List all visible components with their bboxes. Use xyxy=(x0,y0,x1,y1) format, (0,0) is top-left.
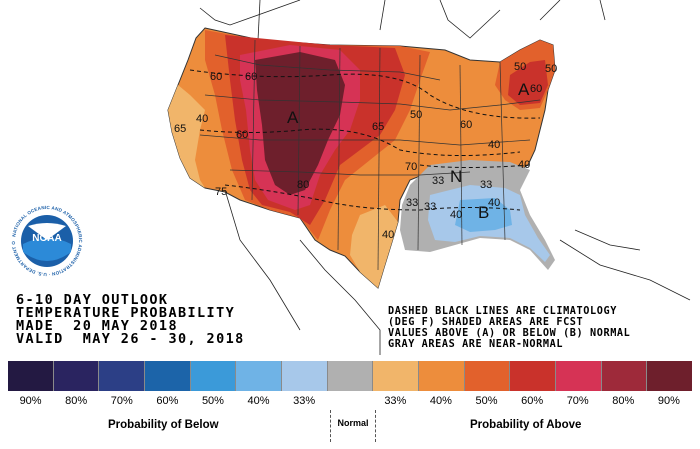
contour-label: 40 xyxy=(196,113,208,125)
colorbar-label: 50% xyxy=(475,395,498,407)
legend-note: DASHED BLACK LINES ARE CLIMATOLOGY (DEG F… xyxy=(388,306,630,350)
colorbar-swatch xyxy=(236,361,283,391)
noaa-logo-text: NOAA xyxy=(32,233,61,244)
colorbar-swatch xyxy=(190,361,237,391)
colorbar-label: 90% xyxy=(657,395,680,407)
near-normal-marker: N xyxy=(450,167,462,186)
colorbar-label: 60% xyxy=(521,395,544,407)
contour-label: 40 xyxy=(450,209,462,221)
contour-label: 65 xyxy=(174,123,186,135)
contour-label: 75 xyxy=(215,186,227,198)
region-above-90 xyxy=(255,52,345,195)
outlook-letters: A A N B xyxy=(287,80,530,222)
colorbar-label: 40% xyxy=(429,395,452,407)
above-marker-east: A xyxy=(518,80,530,99)
contour-label: 70 xyxy=(405,161,417,173)
contour-label: 40 xyxy=(488,139,500,151)
colorbar-label: 40% xyxy=(247,395,270,407)
below-marker: B xyxy=(478,203,489,222)
caption-probability-above: Probability of Above xyxy=(470,419,582,431)
contour-label: 50 xyxy=(514,61,526,73)
probability-colorbar xyxy=(8,361,693,391)
legend-note-line: GRAY AREAS ARE NEAR-NORMAL xyxy=(388,339,564,350)
colorbar-label: 90% xyxy=(19,395,42,407)
colorbar-swatch xyxy=(647,361,693,391)
title-line: MADE 20 MAY 2018 xyxy=(16,318,178,334)
colorbar-swatch xyxy=(510,361,557,391)
contour-label: 65 xyxy=(372,121,384,133)
colorbar-swatch xyxy=(601,361,648,391)
border-lines xyxy=(199,0,691,355)
probability-labels-row: 90% 80% 70% 60% 50% 40% 33% 33% 40% 50% 60% 70% 80% 9… xyxy=(8,395,692,411)
colorbar-label: 33% xyxy=(384,395,407,407)
colorbar-label: 80% xyxy=(65,395,88,407)
contour-label: 60 xyxy=(460,119,472,131)
region-below-40 xyxy=(455,198,512,232)
colorbar-label: 70% xyxy=(566,395,589,407)
above-marker: A xyxy=(287,108,299,127)
region-above-70-east xyxy=(508,60,548,105)
us-map-svg: 60 60 60 40 65 75 80 65 50 70 60 40 50 4… xyxy=(167,0,691,355)
normal-divider-right xyxy=(375,410,376,442)
noaa-logo-icon: NATIONAL OCEANIC AND ATMOSPHERIC ADMINIS… xyxy=(6,200,87,281)
colorbar-swatch xyxy=(8,361,54,391)
colorbar-label: 50% xyxy=(201,395,224,407)
legend-note-line: DASHED BLACK LINES ARE CLIMATOLOGY xyxy=(388,306,617,317)
title-line: TEMPERATURE PROBABILITY xyxy=(16,305,236,321)
colorbar-swatch xyxy=(556,361,602,391)
region-above-40-gulf xyxy=(350,205,398,288)
colorbar-swatch xyxy=(419,361,465,391)
contour-label-group: 60 60 60 40 65 75 80 65 50 70 60 40 50 4… xyxy=(174,61,557,241)
colorbar-swatch xyxy=(99,361,146,391)
contour-label: 33 xyxy=(480,179,492,191)
contour-label: 40 xyxy=(518,159,530,171)
contour-label: 40 xyxy=(382,229,394,241)
climatology-contours xyxy=(189,69,541,211)
colorbar-swatch xyxy=(373,361,420,391)
contour-label: 33 xyxy=(406,197,418,209)
colorbar-swatch xyxy=(464,361,511,391)
outlook-map: 60 60 60 40 65 75 80 65 50 70 60 40 50 4… xyxy=(6,0,691,355)
contour-label: 33 xyxy=(432,175,444,187)
colorbar-swatch xyxy=(53,361,100,391)
caption-probability-below: Probability of Below xyxy=(108,419,219,431)
contour-label: 33 xyxy=(424,201,436,213)
contour-label: 60 xyxy=(210,71,222,83)
contour-label: 80 xyxy=(297,179,309,191)
caption-normal: Normal xyxy=(337,418,369,428)
colorbar-swatch xyxy=(282,361,328,391)
title-line: 6-10 DAY OUTLOOK xyxy=(16,292,169,308)
colorbar-swatch xyxy=(327,361,374,391)
colorbar-label xyxy=(327,395,373,411)
colorbar-swatch xyxy=(145,361,191,391)
outlook-title-block: 6-10 DAY OUTLOOK TEMPERATURE PROBABILITY M… xyxy=(16,292,245,347)
colorbar-label: 80% xyxy=(612,395,635,407)
contour-label: 60 xyxy=(245,71,257,83)
colorbar-label: 70% xyxy=(110,395,133,407)
legend-note-line: (DEG F) SHADED AREAS ARE FCST xyxy=(388,317,584,328)
colorbar-label: 33% xyxy=(293,395,316,407)
legend-note-line: VALUES ABOVE (A) OR BELOW (B) NORMAL xyxy=(388,328,631,339)
region-above-40-west xyxy=(168,85,205,188)
title-line: VALID MAY 26 - 30, 2018 xyxy=(16,331,245,347)
colorbar-label: 60% xyxy=(156,395,179,407)
normal-divider-left xyxy=(330,410,331,442)
contour-label: 60 xyxy=(236,129,248,141)
contour-label: 50 xyxy=(410,109,422,121)
contour-label: 60 xyxy=(530,83,542,95)
contour-label: 50 xyxy=(545,63,557,75)
contour-label: 40 xyxy=(488,197,500,209)
